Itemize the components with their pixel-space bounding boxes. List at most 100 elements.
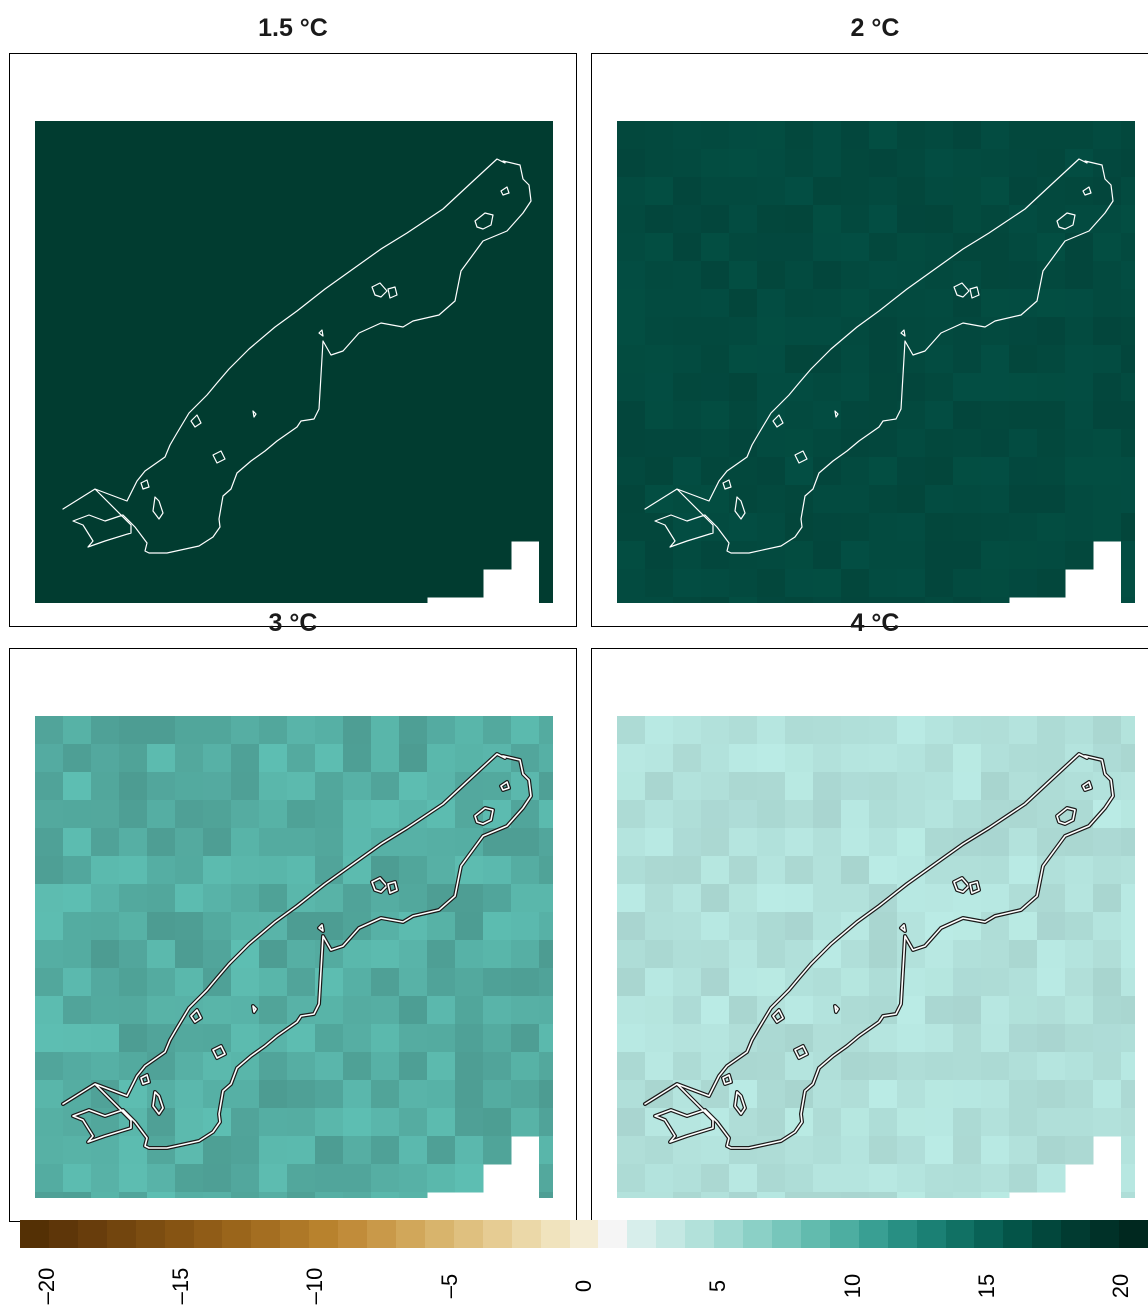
island-outline-inner xyxy=(900,924,906,932)
raster-cell xyxy=(981,1024,1010,1053)
raster-cell xyxy=(729,149,758,178)
raster-cell xyxy=(539,996,553,1025)
raster-cell xyxy=(701,541,730,570)
raster-cell xyxy=(701,289,730,318)
raster-cell xyxy=(343,205,372,234)
raster-cell xyxy=(343,1164,372,1193)
raster-cell xyxy=(287,996,316,1025)
raster-cell xyxy=(757,597,786,603)
raster-cell xyxy=(119,121,148,150)
raster-cell xyxy=(287,968,316,997)
raster-cell xyxy=(539,485,553,514)
colorbar-swatch xyxy=(482,1220,512,1248)
raster-cell xyxy=(511,289,540,318)
raster-cell xyxy=(617,289,646,318)
raster-cell xyxy=(35,233,64,262)
raster-cell xyxy=(287,317,316,346)
raster-cell xyxy=(757,429,786,458)
panel-title-4: 4 °C xyxy=(850,609,900,637)
raster-cell xyxy=(175,429,204,458)
raster-cell xyxy=(175,177,204,206)
raster-cell xyxy=(63,233,92,262)
raster-cell xyxy=(371,1164,400,1193)
raster-cell xyxy=(287,744,316,773)
raster-cell xyxy=(897,569,926,598)
raster-cell xyxy=(757,513,786,542)
raster-cell xyxy=(259,569,288,598)
raster-cell xyxy=(119,345,148,374)
raster-cell xyxy=(539,744,553,773)
raster-cell xyxy=(483,205,512,234)
colorbar-swatch xyxy=(280,1220,310,1248)
raster-cell xyxy=(645,373,674,402)
raster-cell xyxy=(119,289,148,318)
raster-cell xyxy=(371,968,400,997)
raster-cell xyxy=(427,457,456,486)
raster-cell xyxy=(645,772,674,801)
raster-cell xyxy=(119,373,148,402)
raster-cell xyxy=(757,485,786,514)
raster-cell xyxy=(757,149,786,178)
raster-cell xyxy=(757,1192,786,1198)
raster-cell xyxy=(1009,233,1038,262)
raster-cell xyxy=(729,800,758,829)
raster-cell xyxy=(813,1108,842,1137)
raster-cell xyxy=(343,233,372,262)
island-outline-inner xyxy=(772,1009,784,1023)
raster-cell xyxy=(925,121,954,150)
raster-cell xyxy=(617,1080,646,1109)
raster-cell xyxy=(259,996,288,1025)
raster-cell xyxy=(231,884,260,913)
raster-cell xyxy=(757,121,786,150)
colorbar-swatch xyxy=(771,1220,801,1248)
raster-cell xyxy=(287,205,316,234)
raster-cell xyxy=(343,1136,372,1165)
raster-cell xyxy=(1065,485,1094,514)
raster-cell xyxy=(147,149,176,178)
raster-cell xyxy=(63,940,92,969)
colorbar-swatch xyxy=(338,1220,368,1248)
raster-cell xyxy=(1093,828,1122,857)
raster-cell xyxy=(1009,912,1038,941)
raster-cell xyxy=(1093,884,1122,913)
raster-cell xyxy=(483,541,512,570)
raster-cell xyxy=(953,485,982,514)
raster-cell xyxy=(63,429,92,458)
raster-cell xyxy=(203,772,232,801)
raster-cell xyxy=(343,429,372,458)
raster-cell xyxy=(231,121,260,150)
raster-cell xyxy=(757,1108,786,1137)
raster-cell xyxy=(63,289,92,318)
island-outline xyxy=(900,329,906,337)
panel-title-1: 1.5 °C xyxy=(258,14,328,42)
raster-cell xyxy=(455,401,484,430)
raster-cell xyxy=(539,1024,553,1053)
raster-cell xyxy=(35,884,64,913)
raster-cell xyxy=(119,457,148,486)
raster-cell xyxy=(371,149,400,178)
raster-cell xyxy=(953,996,982,1025)
raster-cell xyxy=(91,1024,120,1053)
raster-cell xyxy=(175,401,204,430)
colorbar-swatch xyxy=(20,1220,49,1248)
raster-cell xyxy=(203,205,232,234)
raster-cell xyxy=(1093,1080,1122,1109)
raster-cell xyxy=(91,1052,120,1081)
raster-cell xyxy=(953,800,982,829)
raster-cell xyxy=(175,716,204,745)
raster-cell xyxy=(399,261,428,290)
raster-cell xyxy=(259,968,288,997)
raster-cell xyxy=(869,429,898,458)
raster-cell xyxy=(119,149,148,178)
raster-cell xyxy=(813,261,842,290)
raster-cell xyxy=(175,205,204,234)
raster-cell xyxy=(371,429,400,458)
raster-cell xyxy=(925,1080,954,1109)
raster-cell xyxy=(343,1192,372,1198)
raster-cell xyxy=(757,772,786,801)
island-outline xyxy=(371,282,388,298)
raster-cell xyxy=(1093,317,1122,346)
raster-cell xyxy=(701,597,730,603)
raster-cell xyxy=(1065,289,1094,318)
raster-cell xyxy=(981,373,1010,402)
